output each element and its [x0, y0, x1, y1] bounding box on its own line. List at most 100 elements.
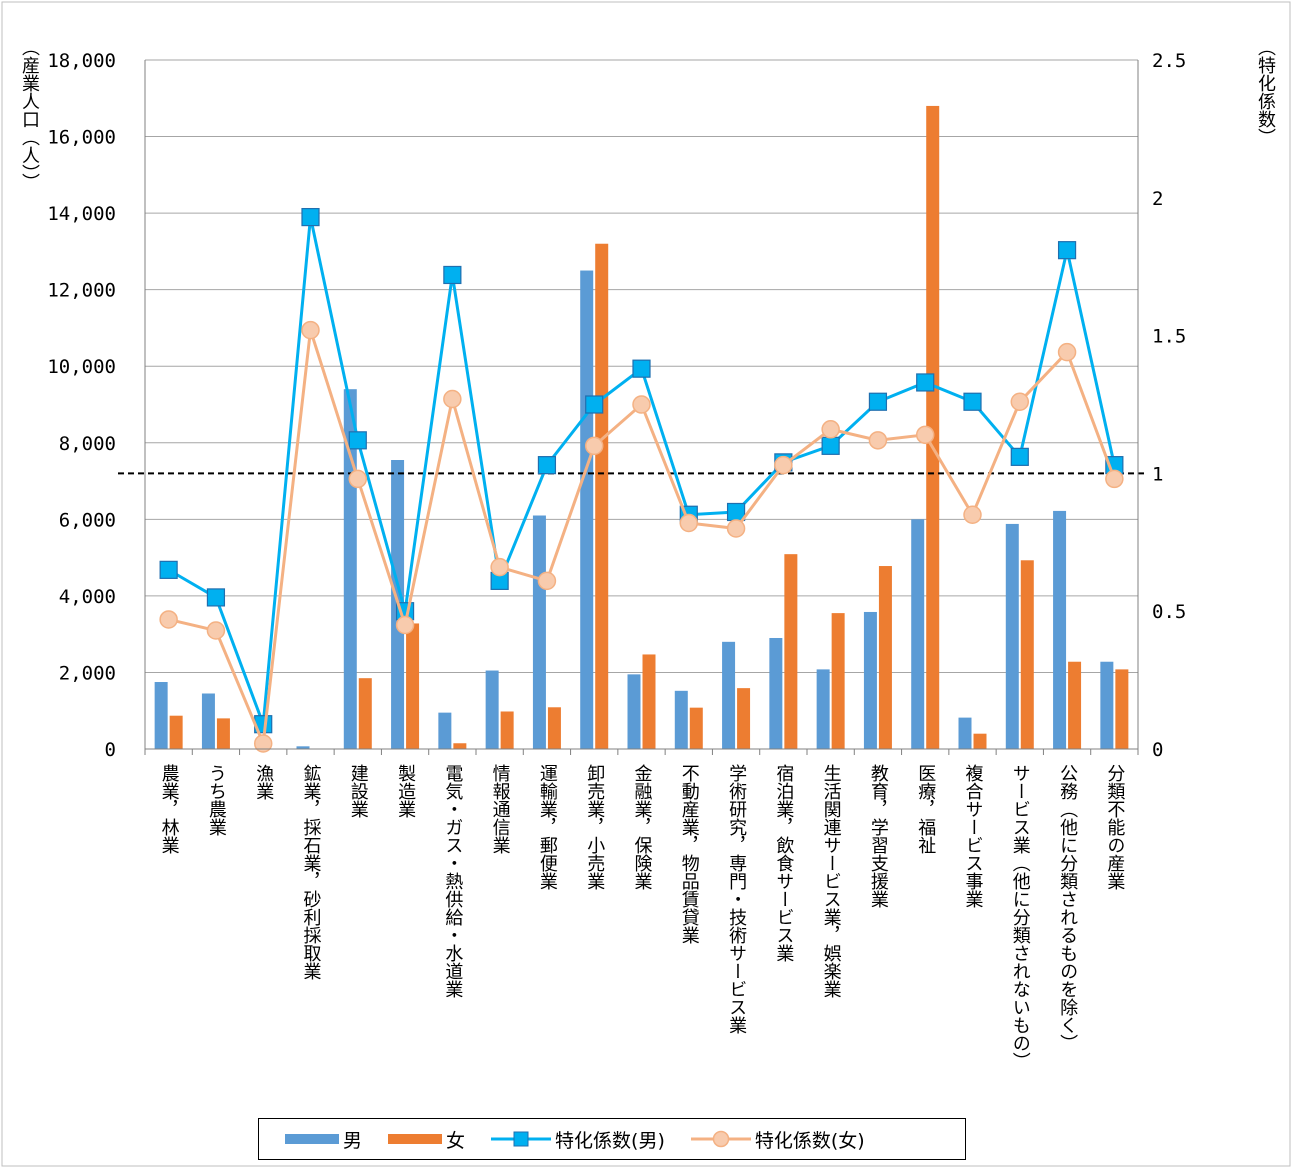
x-tick-label: 建設業 [347, 764, 369, 818]
bar-male [722, 641, 736, 749]
marker-coef-female [159, 610, 178, 629]
bar-female [784, 554, 798, 749]
x-tick-label: 複合サービス事業 [962, 764, 984, 908]
x-tick-label: サービス業（他に分類されないもの） [1009, 764, 1031, 1070]
bar-female [689, 707, 703, 749]
x-tick-label: 情報通信業 [489, 764, 511, 854]
bar-male [911, 519, 925, 749]
x-tick-label: 宿泊業，飲食サービス業 [773, 764, 795, 962]
x-tick-label: 公務（他に分類されるものを除く） [1057, 764, 1079, 1052]
marker-coef-female [1105, 469, 1124, 489]
y-right-tick-label: 0.5 [1152, 601, 1186, 623]
legend-swatch-coef-female [690, 1130, 751, 1148]
marker-coef-female [868, 431, 888, 450]
bar-female [831, 613, 845, 749]
bar-female [500, 711, 514, 749]
y-right-tick-label: 2 [1152, 188, 1163, 210]
x-tick-label: 農業，林業 [158, 764, 180, 854]
marker-coef-male [868, 392, 888, 411]
y-left-tick-label: 14,000 [47, 203, 116, 225]
x-tick-label: 医療，福祉 [915, 764, 937, 854]
marker-coef-male [537, 456, 557, 475]
bar-male [816, 669, 830, 749]
bar-male [627, 674, 641, 749]
y-left-tick-label: 18,000 [47, 50, 116, 72]
bar-male [1053, 510, 1067, 749]
bar-female [406, 623, 420, 749]
legend-label-coef-female: 特化係数(女) [754, 1129, 865, 1152]
y-right-tick-label: 1.5 [1152, 326, 1186, 348]
legend-label-male: 男 [343, 1129, 363, 1152]
marker-coef-male [632, 359, 651, 378]
x-tick-label: 漁業 [253, 764, 275, 800]
legend: 男 女 特化係数(男) 特化係数(女) [258, 1118, 966, 1160]
bar-male [863, 611, 877, 749]
y-left-tick-label: 16,000 [47, 127, 116, 149]
bar-female [737, 688, 751, 749]
marker-coef-male [1010, 447, 1029, 466]
bar-male [532, 515, 546, 749]
x-tick-label: 運輸業，郵便業 [536, 764, 558, 890]
x-tick-label: 金融業，保険業 [631, 764, 653, 890]
bar-female [1115, 669, 1129, 749]
y-right-tick-label: 1 [1152, 463, 1163, 485]
bar-female [216, 718, 230, 749]
marker-coef-female [774, 455, 793, 475]
marker-coef-male [206, 588, 226, 607]
marker-coef-female [679, 513, 699, 533]
marker-coef-female [206, 621, 226, 640]
bar-female [642, 654, 656, 749]
y-right-axis-title: （特化係数） [1255, 38, 1276, 146]
marker-coef-male [443, 265, 462, 285]
bar-female [358, 678, 372, 749]
bar-female [973, 733, 987, 749]
bar-male [296, 746, 310, 749]
x-tick-label: 教育，学習支援業 [867, 764, 889, 908]
legend-swatch-male [285, 1134, 339, 1144]
marker-coef-female [915, 425, 935, 445]
gridlines [145, 59, 1138, 673]
marker-coef-male [159, 560, 178, 579]
legend-item-coef-male: 特化係数(男) [491, 1126, 665, 1153]
marker-coef-female [253, 734, 273, 753]
marker-coef-male [916, 373, 935, 392]
axes-layer [144, 60, 1139, 755]
bar-male [674, 690, 688, 749]
marker-coef-female [632, 395, 651, 414]
marker-coef-male [585, 395, 604, 414]
marker-coef-female [395, 615, 415, 635]
marker-coef-male [726, 502, 746, 522]
y-left-tick-label: 10,000 [47, 356, 116, 378]
x-tick-label: 生活関連サービス業，娯楽業 [820, 764, 842, 998]
bar-male [154, 682, 168, 749]
legend-label-female: 女 [446, 1129, 466, 1152]
marker-coef-female [821, 420, 840, 439]
bar-female [1020, 560, 1034, 749]
y-left-tick-label: 2,000 [59, 662, 116, 684]
tick-labels-layer: 0 2,000 4,000 6,000 8,000 10,000 12,000 14,000 1… [47, 50, 1186, 761]
marker-coef-female [726, 519, 746, 538]
bar-female [1068, 661, 1082, 749]
x-tick-label: うち農業 [205, 764, 227, 836]
x-tick-label: 卸売業，小売業 [584, 764, 606, 890]
bar-male [580, 270, 594, 749]
marker-coef-female [1057, 342, 1077, 362]
y-left-axis-title: （産業人口（人）） [19, 38, 40, 191]
marker-coef-male [301, 207, 320, 227]
bar-female [547, 707, 561, 749]
legend-item-coef-female: 特化係数(女) [690, 1126, 865, 1153]
marker-coef-female [963, 505, 982, 524]
x-tick-label: 製造業 [395, 764, 417, 818]
bar-male [1100, 661, 1114, 749]
bar-female [595, 243, 609, 749]
legend-label-coef-male: 特化係数(男) [555, 1129, 665, 1152]
y-right-tick-label: 2.5 [1152, 50, 1186, 72]
marker-coef-male [821, 436, 840, 455]
y-left-tick-label: 4,000 [59, 586, 116, 608]
x-tick-label: 分類不能の産業 [1104, 764, 1126, 890]
bar-male [958, 717, 972, 749]
x-tick-label: 不動産業，物品賃貸業 [678, 764, 700, 944]
marker-coef-female [537, 571, 557, 591]
y-right-tick-label: 0 [1152, 739, 1163, 761]
